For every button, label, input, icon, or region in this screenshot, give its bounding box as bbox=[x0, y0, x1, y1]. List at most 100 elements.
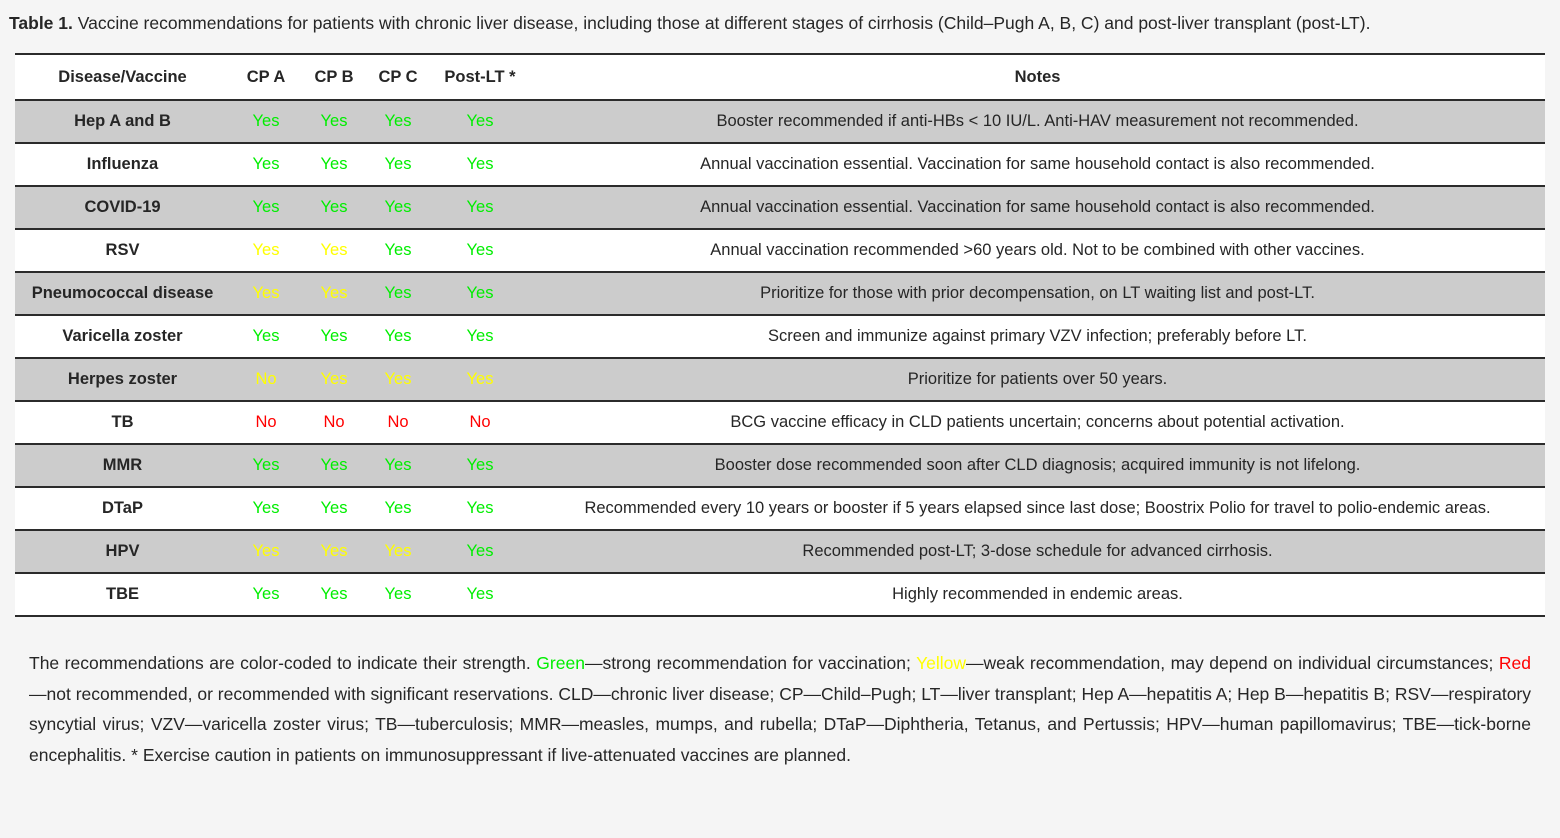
recommendation-cell: Yes bbox=[466, 155, 494, 173]
recommendation-cell: Yes bbox=[466, 585, 494, 603]
note-cell: Booster dose recommended soon after CLD … bbox=[714, 456, 1361, 474]
disease-name-cell: RSV bbox=[105, 241, 140, 259]
recommendation-cell: Yes bbox=[320, 198, 348, 216]
recommendation-cell: No bbox=[387, 413, 409, 431]
recommendation-cell: Yes bbox=[252, 542, 280, 560]
recommendation-cell: Yes bbox=[252, 112, 280, 130]
recommendation-cell: Yes bbox=[252, 499, 280, 517]
recommendation-cell: Yes bbox=[320, 542, 348, 560]
note-cell: Prioritize for patients over 50 years. bbox=[907, 370, 1168, 388]
recommendation-cell: Yes bbox=[320, 112, 348, 130]
recommendation-cell: Yes bbox=[384, 456, 412, 474]
disease-name-cell: Influenza bbox=[86, 155, 159, 173]
recommendation-cell: Yes bbox=[466, 327, 494, 345]
disease-name-cell: TBE bbox=[106, 585, 139, 603]
footnote-text: The recommendations are color-coded to i… bbox=[29, 653, 537, 673]
recommendation-cell: Yes bbox=[384, 327, 412, 345]
note-cell: Recommended every 10 years or booster if… bbox=[584, 499, 1491, 517]
note-cell: BCG vaccine efficacy in CLD patients unc… bbox=[730, 413, 1345, 431]
table-row: Varicella zoster Yes Yes Yes Yes Screen and i… bbox=[15, 315, 1545, 358]
recommendation-cell: Yes bbox=[252, 155, 280, 173]
footnote-text: —weak recommendation, may depend on indi… bbox=[966, 653, 1499, 673]
header-notes: Notes bbox=[1014, 67, 1061, 86]
note-cell: Recommended post-LT; 3-dose schedule for… bbox=[802, 542, 1273, 560]
recommendation-cell: Yes bbox=[320, 155, 348, 173]
note-cell: Prioritize for those with prior decompen… bbox=[760, 284, 1315, 302]
recommendation-cell: Yes bbox=[384, 241, 412, 259]
table-caption-label: Table 1. bbox=[9, 13, 73, 33]
recommendation-cell: Yes bbox=[320, 241, 348, 259]
disease-name-cell: Herpes zoster bbox=[67, 370, 178, 388]
recommendation-cell: Yes bbox=[384, 284, 412, 302]
disease-name-cell: Varicella zoster bbox=[62, 327, 183, 345]
table-row: Hep A and B Yes Yes Yes Yes Booster recommend… bbox=[15, 100, 1545, 143]
note-cell: Screen and immunize against primary VZV … bbox=[768, 327, 1307, 345]
recommendation-cell: Yes bbox=[466, 241, 494, 259]
recommendation-cell: No bbox=[255, 413, 277, 431]
recommendation-cell: Yes bbox=[252, 241, 280, 259]
header-cp-c: CP C bbox=[378, 67, 418, 86]
table-row: TBE Yes Yes Yes Yes Highly recommended in end… bbox=[15, 573, 1545, 616]
recommendation-cell: No bbox=[323, 413, 345, 431]
recommendation-cell: Yes bbox=[320, 456, 348, 474]
disease-name-cell: TB bbox=[111, 413, 134, 431]
table-row: Herpes zoster No Yes Yes Yes Prioritize for p… bbox=[15, 358, 1545, 401]
note-cell: Annual vaccination recommended >60 years… bbox=[710, 241, 1365, 259]
recommendation-cell: Yes bbox=[384, 499, 412, 517]
note-cell: Booster recommended if anti-HBs < 10 IU/… bbox=[716, 112, 1359, 130]
recommendation-cell: Yes bbox=[252, 327, 280, 345]
recommendation-cell: Yes bbox=[252, 198, 280, 216]
recommendation-cell: Yes bbox=[384, 585, 412, 603]
table-row: TB No No No No BCG vaccine efficacy in CLD pa… bbox=[15, 401, 1545, 444]
recommendation-cell: Yes bbox=[466, 370, 494, 388]
footnote-text: —strong recommendation for vaccination; bbox=[584, 653, 917, 673]
disease-name-cell: COVID-19 bbox=[84, 198, 161, 216]
vaccine-recommendations-table: Disease/Vaccine CP A CP B CP C Post-LT *… bbox=[15, 53, 1545, 617]
table-caption-text: Vaccine recommendations for patients wit… bbox=[72, 13, 1371, 33]
recommendation-cell: Yes bbox=[466, 456, 494, 474]
recommendation-cell: Yes bbox=[384, 542, 412, 560]
recommendation-cell: Yes bbox=[384, 155, 412, 173]
table-row: Influenza Yes Yes Yes Yes Annual vaccination … bbox=[15, 143, 1545, 186]
disease-name-cell: MMR bbox=[102, 456, 143, 474]
recommendation-cell: Yes bbox=[466, 542, 494, 560]
recommendation-cell: Yes bbox=[320, 370, 348, 388]
table-footnote: The recommendations are color-coded to i… bbox=[29, 648, 1531, 770]
note-cell: Annual vaccination essential. Vaccinatio… bbox=[700, 198, 1375, 216]
header-post-lt: Post-LT * bbox=[444, 67, 516, 86]
footnote-text: —not recommended, or recommended with si… bbox=[29, 683, 1531, 765]
table-row: COVID-19 Yes Yes Yes Yes Annual vaccination e… bbox=[15, 186, 1545, 229]
header-cp-b: CP B bbox=[314, 67, 354, 86]
table-caption: Table 1. Vaccine recommendations for pat… bbox=[9, 8, 1550, 39]
table-row: RSV Yes Yes Yes Yes Annual vaccination recomm… bbox=[15, 229, 1545, 272]
footnote-colorkey-red: Red bbox=[1498, 653, 1532, 673]
header-disease-vaccine: Disease/Vaccine bbox=[58, 67, 187, 86]
recommendation-cell: Yes bbox=[252, 585, 280, 603]
recommendation-cell: No bbox=[469, 413, 491, 431]
recommendation-cell: Yes bbox=[384, 198, 412, 216]
disease-name-cell: DTaP bbox=[102, 499, 143, 517]
recommendation-cell: Yes bbox=[320, 327, 348, 345]
recommendation-cell: Yes bbox=[466, 499, 494, 517]
paper-page: Table 1. Vaccine recommendations for pat… bbox=[9, 8, 1550, 770]
table-row: HPV Yes Yes Yes Yes Recommended post-LT; 3-do… bbox=[15, 530, 1545, 573]
note-cell: Annual vaccination essential. Vaccinatio… bbox=[700, 155, 1375, 173]
recommendation-cell: Yes bbox=[320, 499, 348, 517]
table-row: Pneumococcal disease Yes Yes Yes Yes Prioriti… bbox=[15, 272, 1545, 315]
table-header: Disease/Vaccine CP A CP B CP C Post-LT *… bbox=[15, 54, 1545, 100]
recommendation-cell: Yes bbox=[320, 585, 348, 603]
recommendation-cell: Yes bbox=[384, 112, 412, 130]
footnote-colorkey-yellow: Yellow bbox=[916, 653, 967, 673]
disease-name-cell: Pneumococcal disease bbox=[31, 284, 214, 302]
recommendation-cell: Yes bbox=[466, 198, 494, 216]
footnote-colorkey-green: Green bbox=[536, 653, 585, 673]
recommendation-cell: Yes bbox=[466, 112, 494, 130]
table-header-row: Disease/Vaccine CP A CP B CP C Post-LT *… bbox=[15, 54, 1545, 100]
recommendation-cell: Yes bbox=[252, 284, 280, 302]
table-row: DTaP Yes Yes Yes Yes Recommended every 10 yea… bbox=[15, 487, 1545, 530]
disease-name-cell: HPV bbox=[105, 542, 140, 560]
table-row: MMR Yes Yes Yes Yes Booster dose recommended … bbox=[15, 444, 1545, 487]
recommendation-cell: Yes bbox=[320, 284, 348, 302]
vaccine-table-body: Hep A and B Yes Yes Yes Yes Booster recommend… bbox=[15, 100, 1545, 616]
recommendation-cell: Yes bbox=[466, 284, 494, 302]
